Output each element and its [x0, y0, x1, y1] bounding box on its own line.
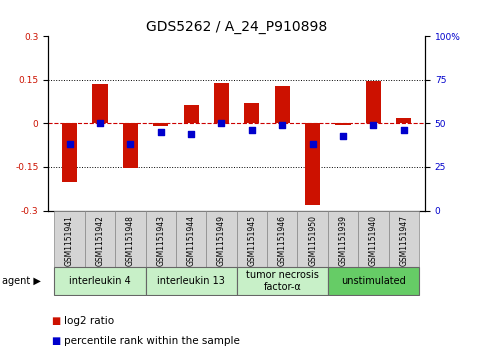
Text: unstimulated: unstimulated [341, 276, 406, 286]
Bar [153, 123, 168, 126]
Text: percentile rank within the sample: percentile rank within the sample [64, 336, 240, 346]
Text: GSM1151944: GSM1151944 [186, 215, 196, 266]
Text: tumor necrosis
factor-α: tumor necrosis factor-α [246, 270, 319, 292]
Text: agent ▶: agent ▶ [2, 276, 41, 286]
Point [309, 142, 316, 147]
Bar [237, 267, 328, 295]
Text: GSM1151943: GSM1151943 [156, 215, 165, 266]
Text: GSM1151940: GSM1151940 [369, 215, 378, 266]
Point [248, 127, 256, 133]
Bar [62, 123, 77, 182]
Text: GSM1151942: GSM1151942 [96, 215, 104, 266]
Point [400, 127, 408, 133]
Bar [85, 211, 115, 267]
Bar [305, 123, 320, 205]
Bar [184, 105, 199, 123]
Bar [366, 81, 381, 123]
Text: GSM1151948: GSM1151948 [126, 215, 135, 266]
Bar [328, 211, 358, 267]
Bar [145, 211, 176, 267]
Text: GSM1151950: GSM1151950 [308, 215, 317, 266]
Point [218, 121, 226, 126]
Point [127, 142, 134, 147]
Bar [214, 83, 229, 123]
Bar [92, 84, 108, 123]
Text: GDS5262 / A_24_P910898: GDS5262 / A_24_P910898 [146, 20, 327, 34]
Text: log2 ratio: log2 ratio [64, 316, 114, 326]
Bar [55, 267, 145, 295]
Text: ■: ■ [51, 316, 60, 326]
Bar [115, 211, 145, 267]
Point [278, 122, 286, 128]
Bar [123, 123, 138, 168]
Bar [176, 211, 206, 267]
Text: interleukin 13: interleukin 13 [157, 276, 225, 286]
Bar [335, 123, 351, 125]
Text: interleukin 4: interleukin 4 [69, 276, 131, 286]
Point [66, 142, 73, 147]
Bar [389, 211, 419, 267]
Bar [55, 211, 85, 267]
Text: GSM1151945: GSM1151945 [247, 215, 256, 266]
Bar [244, 103, 259, 123]
Bar [396, 118, 412, 123]
Point [157, 129, 165, 135]
Text: GSM1151939: GSM1151939 [339, 215, 347, 266]
Bar [206, 211, 237, 267]
Text: GSM1151941: GSM1151941 [65, 215, 74, 266]
Point [369, 122, 377, 128]
Text: GSM1151949: GSM1151949 [217, 215, 226, 266]
Bar [298, 211, 328, 267]
Bar [237, 211, 267, 267]
Bar [145, 267, 237, 295]
Text: GSM1151947: GSM1151947 [399, 215, 408, 266]
Point [187, 131, 195, 137]
Bar [358, 211, 389, 267]
Bar [275, 86, 290, 123]
Point [96, 121, 104, 126]
Text: ■: ■ [51, 336, 60, 346]
Bar [267, 211, 298, 267]
Point [339, 133, 347, 139]
Bar [328, 267, 419, 295]
Text: GSM1151946: GSM1151946 [278, 215, 287, 266]
